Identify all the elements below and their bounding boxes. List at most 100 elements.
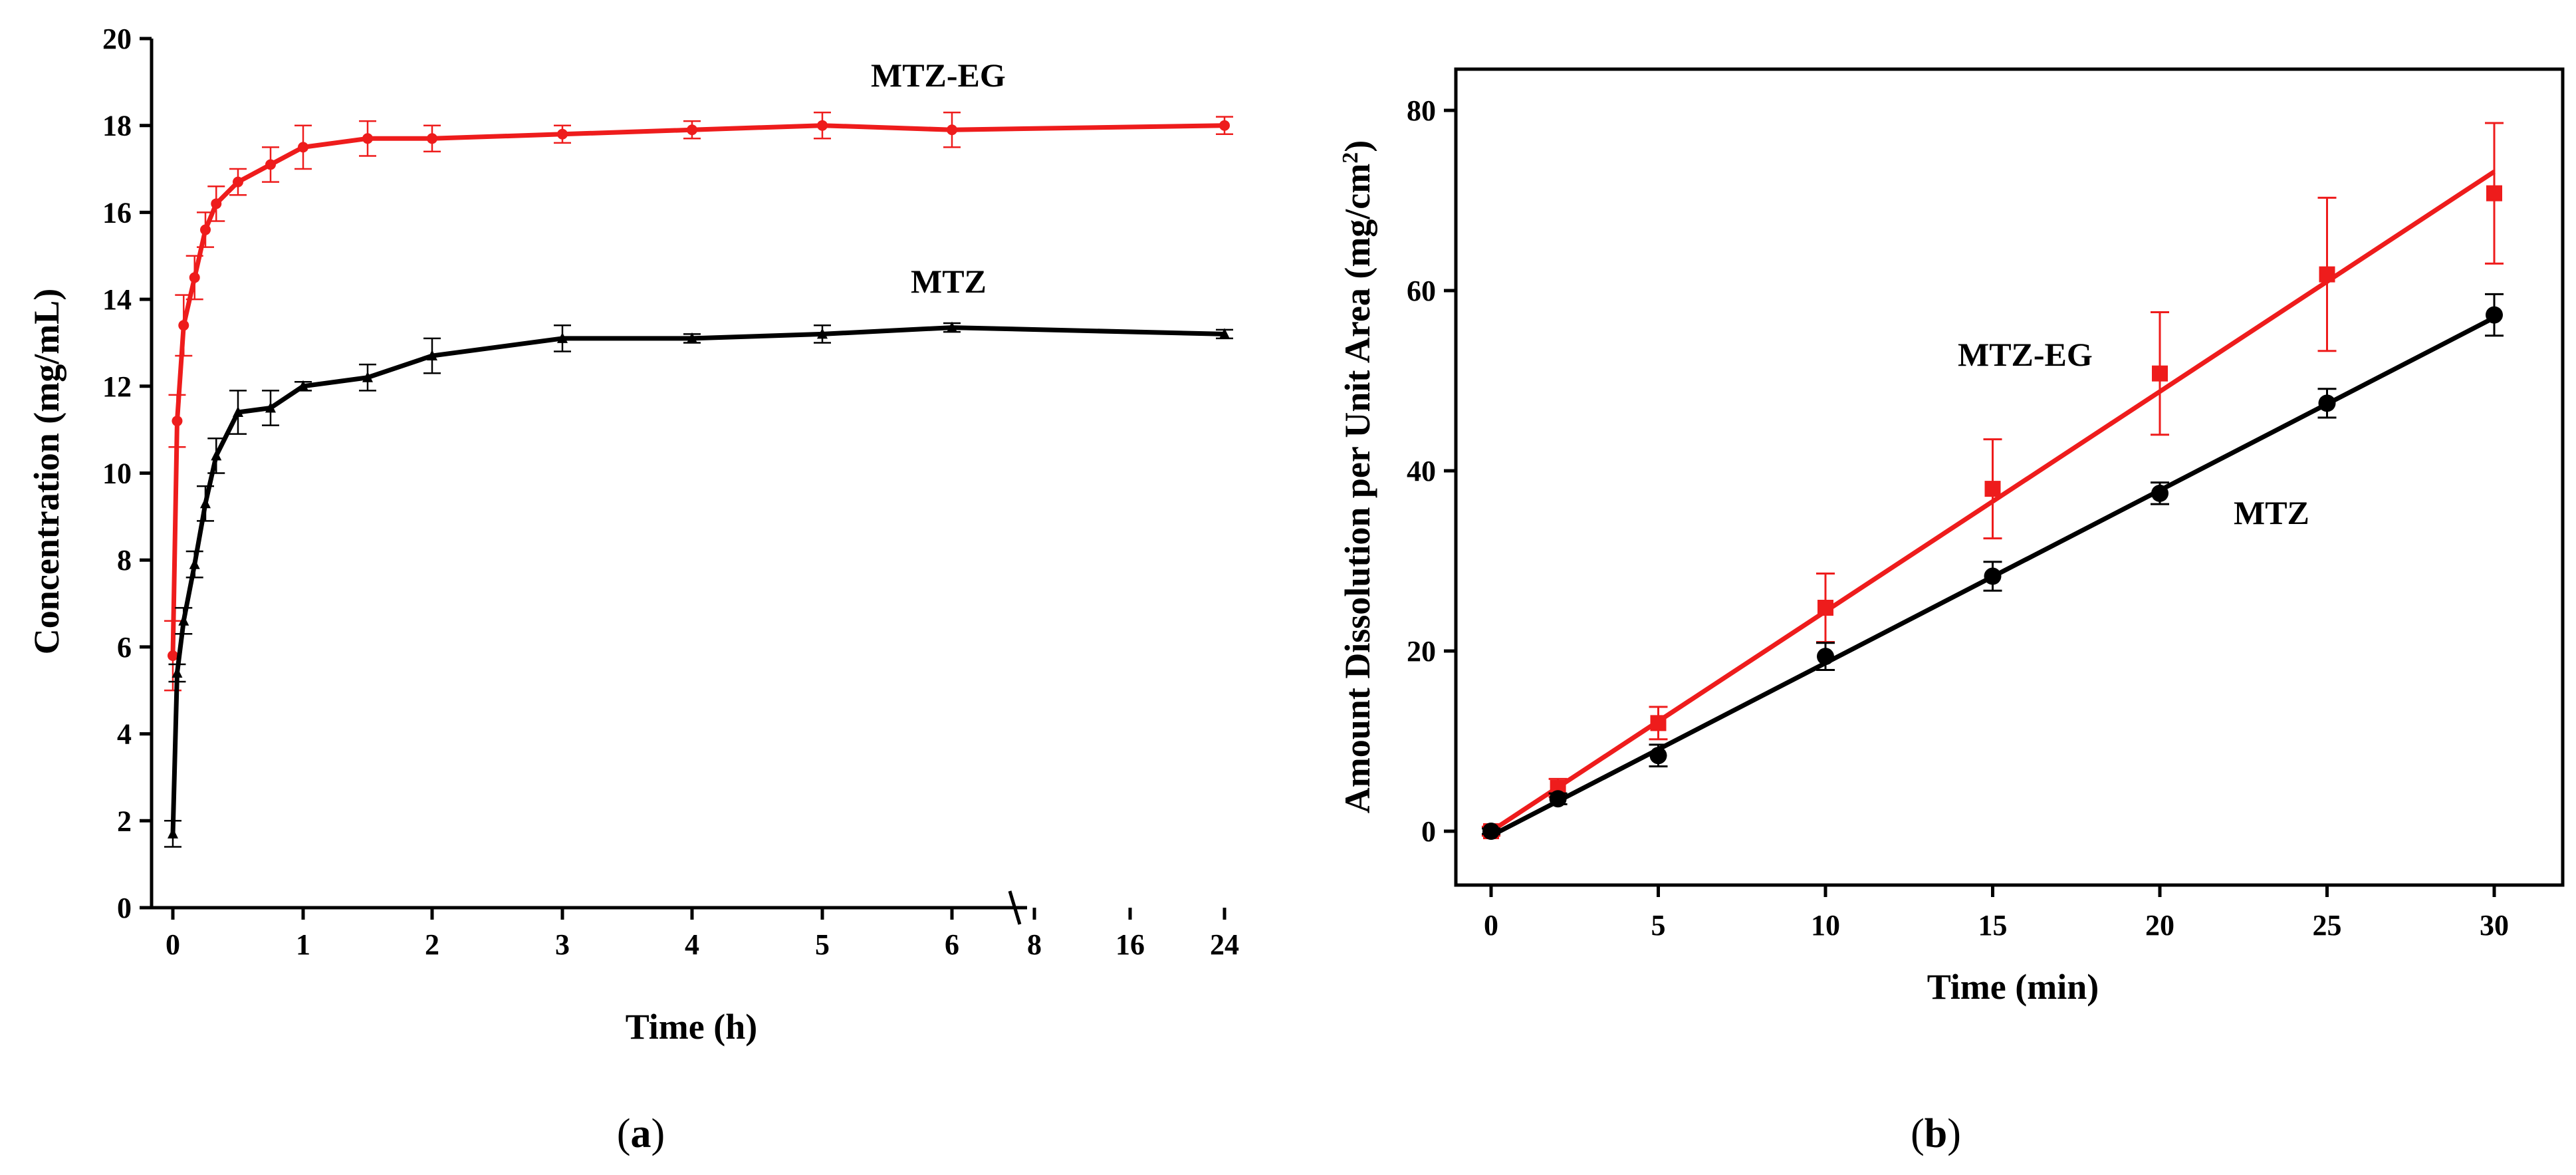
chart-b-point	[2486, 306, 2503, 324]
chart-a-point	[557, 332, 568, 343]
chart-a-point	[1219, 328, 1230, 339]
chart-a-y-tick-label: 20	[102, 23, 132, 55]
chart-a-point	[178, 320, 189, 331]
chart-b-plot-frame	[1454, 67, 2565, 887]
chart-a-y-axis-title: Concentration (mg/mL)	[27, 289, 66, 654]
chart-a-series-line	[170, 123, 1225, 656]
chart-a-point	[189, 558, 200, 569]
chart-b-point	[1984, 481, 2001, 497]
chart-a-x-axis-title: Time (h)	[626, 1007, 758, 1047]
chart-a-point	[817, 328, 828, 339]
chart-b-y-tick-label: 0	[1421, 815, 1436, 848]
chart-b-x-tick-label: 0	[1484, 909, 1498, 942]
chart-a-point	[168, 650, 178, 661]
chart-b-x-tick-label: 15	[1978, 909, 2008, 942]
chart-b-point	[1817, 648, 1834, 666]
chart-a-series-mtz	[164, 321, 1233, 848]
chart-b-x-tick-label: 10	[1811, 909, 1840, 942]
chart-b-point	[1817, 599, 1833, 616]
chart-a-y-tick-label: 12	[102, 370, 132, 403]
chart-a-label-mtz: MTZ	[911, 263, 987, 300]
chart-b-x-tick-label: 20	[2145, 909, 2174, 942]
chart-a-point	[233, 406, 243, 418]
chart-a-x-tick-label: 2	[425, 928, 439, 961]
chart-a-point	[168, 827, 178, 839]
chart-a-y-tick-label: 4	[117, 718, 132, 751]
chart-b-y-tick-label: 60	[1407, 275, 1436, 307]
chart-a-series-line	[170, 325, 1225, 834]
chart-a-panel-label: (a)	[617, 1111, 665, 1156]
chart-b-y-tick-label: 20	[1407, 635, 1436, 668]
chart-a-axis-break	[1008, 890, 1022, 925]
chart-a-point	[557, 128, 568, 140]
chart-a-x-tick-label: 3	[555, 928, 570, 961]
chart-a-point	[427, 350, 437, 361]
chart-a-point	[200, 497, 211, 509]
chart-a-point	[172, 416, 183, 427]
chart-a-y-tick-label: 14	[102, 283, 132, 316]
chart-a-point	[687, 332, 697, 343]
chart-b: 0 20 40 60 80 0 5 10 15 20 25 30 Time (min) Amount…	[1338, 67, 2565, 1156]
chart-a-point	[265, 159, 276, 170]
chart-a-y-tick-label: 2	[117, 805, 132, 837]
chart-a-point	[947, 124, 957, 136]
chart-b-x-tick-label: 25	[2313, 909, 2342, 942]
chart-a-y-tick-label: 6	[117, 631, 132, 664]
chart-b-y-tick-label: 80	[1407, 94, 1436, 127]
chart-a-point	[233, 176, 243, 188]
chart-a-y-tick-label: 0	[117, 892, 132, 924]
chart-b-label-mtz: MTZ	[2234, 494, 2309, 531]
chart-a-series-mtz-eg	[164, 111, 1233, 692]
chart-a-point	[211, 450, 222, 461]
chart-a-point	[362, 371, 373, 382]
chart-a-label-mtz-eg: MTZ-EG	[871, 57, 1006, 94]
chart-b-x-axis-title: Time (min)	[1927, 967, 2099, 1007]
chart-b-x-tick-label: 5	[1651, 909, 1666, 942]
chart-b-point	[1482, 823, 1500, 840]
chart-a-point	[1219, 120, 1230, 131]
chart-a-x-tick-label: 16	[1115, 928, 1145, 961]
chart-a-y-tick-label: 18	[102, 110, 132, 142]
chart-a-x-tick-label: 8	[1027, 928, 1042, 961]
chart-a-point	[817, 120, 828, 131]
chart-b-point	[2318, 394, 2336, 412]
chart-b-panel-label: (b)	[1911, 1111, 1961, 1156]
chart-b-series-mtz	[1482, 293, 2504, 840]
chart-a-point	[211, 198, 222, 209]
chart-b-label-mtz-eg: MTZ-EG	[1958, 336, 2093, 373]
chart-b-point	[2152, 365, 2168, 382]
chart-b-point	[1549, 790, 1567, 808]
chart-a-x-tick-label: 0	[166, 928, 180, 961]
chart-a-x-tick-label: 24	[1210, 928, 1239, 961]
chart-a-x-tick-label: 1	[296, 928, 310, 961]
chart-a-point	[427, 133, 437, 144]
chart-a-y-tick-label: 8	[117, 544, 132, 577]
chart-a-point	[687, 124, 697, 136]
chart-b-point	[2486, 185, 2502, 201]
chart-a-point	[362, 133, 373, 144]
chart-a-point	[298, 142, 308, 153]
chart-b-x-tick-label: 30	[2480, 909, 2509, 942]
chart-a-y-tick-label: 10	[102, 457, 132, 490]
chart-a-point	[178, 614, 189, 626]
chart-a-x-tick-label: 5	[815, 928, 830, 961]
chart-a-point	[200, 224, 211, 235]
chart-a-point	[265, 402, 276, 413]
chart-a-point	[947, 321, 957, 332]
chart-a-point	[189, 272, 200, 283]
chart-b-point	[1984, 567, 2002, 585]
chart-b-y-tick-label: 40	[1407, 455, 1436, 487]
chart-b-point	[1649, 747, 1667, 765]
chart-b-point	[2151, 484, 2168, 502]
chart-a-x-tick-label: 6	[945, 928, 959, 961]
chart-a-point	[298, 380, 308, 391]
chart-b-y-axis-title: Amount Dissolution per Unit Area (mg/cm2…	[1338, 140, 1377, 814]
chart-a-y-tick-label: 16	[102, 196, 132, 229]
chart-a-x-tick-label: 4	[685, 928, 699, 961]
chart-a-point	[172, 667, 183, 678]
chart-b-point	[2319, 266, 2335, 283]
chart-b-point	[1650, 715, 1667, 731]
chart-b-series-mtz-eg	[1482, 122, 2504, 839]
